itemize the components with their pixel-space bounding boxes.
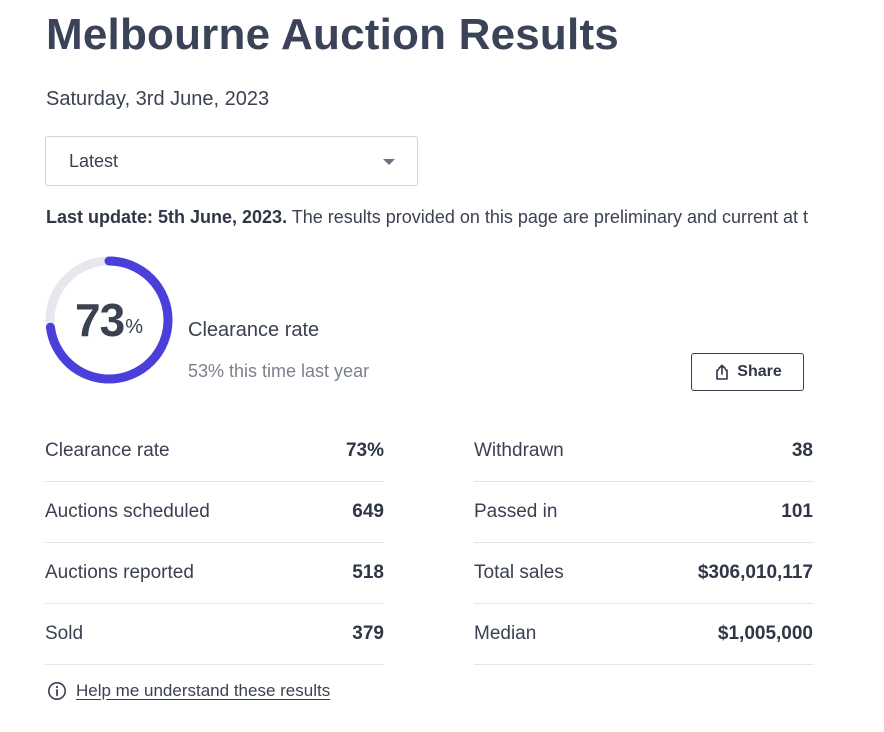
stat-value: 649 [352, 501, 384, 522]
stat-label: Clearance rate [45, 440, 170, 461]
clearance-ring [45, 256, 173, 384]
ring-progress [45, 256, 173, 384]
stat-label: Withdrawn [474, 440, 564, 461]
stat-value: 73% [345, 440, 384, 461]
stat-label: Passed in [474, 501, 558, 522]
results-select[interactable]: Latest [45, 136, 418, 186]
share-button[interactable]: Share [691, 353, 804, 391]
stat-row: Auctions reported 518 [45, 543, 384, 604]
stat-row: Clearance rate 73% [45, 421, 384, 482]
stat-row: Median $1,005,000 [474, 604, 813, 665]
help-link[interactable]: Help me understand these results [76, 681, 331, 700]
stat-row: Passed in 101 [474, 482, 813, 543]
stat-row: Total sales $306,010,117 [474, 543, 813, 604]
stat-label: Median [474, 623, 537, 644]
stats-left: Clearance rate 73% Auctions scheduled 649 … [45, 421, 384, 665]
stats-right: Withdrawn 38 Passed in 101 Total sales $306… [474, 421, 813, 665]
stat-value: $1,005,000 [717, 623, 813, 644]
clearance-unit: % [125, 315, 143, 338]
stat-value: 518 [352, 562, 384, 583]
clearance-comparison: 53% this time last year [188, 361, 370, 381]
clearance-value: 73 [75, 294, 125, 346]
info-icon [48, 682, 66, 700]
help-row: Help me understand these results [47, 681, 330, 701]
select-value: Latest [69, 151, 119, 171]
update-text: The results provided on this page are pr… [287, 207, 809, 227]
stat-row: Sold 379 [45, 604, 384, 665]
stat-value: $306,010,117 [697, 562, 813, 583]
stat-label: Auctions scheduled [45, 501, 210, 522]
page-title: Melbourne Auction Results [46, 10, 619, 59]
stat-value: 38 [791, 440, 813, 461]
stat-label: Auctions reported [45, 562, 194, 583]
update-date: Last update: 5th June, 2023. [46, 207, 288, 227]
ring-label: 73% [44, 255, 174, 385]
share-label: Share [737, 363, 782, 380]
stat-label: Total sales [474, 562, 564, 583]
update-notice: Last update: 5th June, 2023. The results… [46, 207, 884, 228]
auction-date: Saturday, 3rd June, 2023 [46, 88, 270, 110]
clearance-label: Clearance rate [188, 319, 320, 341]
share-icon [716, 364, 729, 380]
stat-row: Withdrawn 38 [474, 421, 813, 482]
stat-value: 101 [781, 501, 813, 522]
chevron-down-icon [383, 159, 395, 165]
stat-row: Auctions scheduled 649 [45, 482, 384, 543]
stat-value: 379 [352, 623, 384, 644]
stat-label: Sold [45, 623, 84, 644]
